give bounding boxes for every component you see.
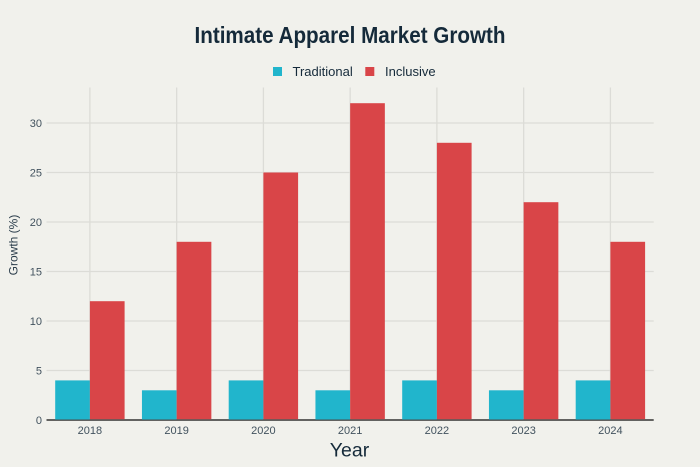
svg-text:25: 25 <box>30 167 42 179</box>
svg-text:Intimate Apparel Market Growth: Intimate Apparel Market Growth <box>195 22 506 48</box>
svg-text:0: 0 <box>36 415 42 427</box>
svg-text:Year: Year <box>330 440 370 462</box>
svg-text:2021: 2021 <box>338 425 362 437</box>
svg-text:2022: 2022 <box>425 425 449 437</box>
svg-text:15: 15 <box>30 266 42 278</box>
svg-text:Traditional: Traditional <box>293 64 353 79</box>
svg-text:2018: 2018 <box>78 425 102 437</box>
svg-text:2024: 2024 <box>598 425 622 437</box>
svg-text:5: 5 <box>36 365 42 377</box>
svg-text:20: 20 <box>30 217 42 229</box>
svg-text:2019: 2019 <box>164 425 188 437</box>
svg-text:Growth (%): Growth (%) <box>7 215 21 276</box>
svg-text:2023: 2023 <box>511 425 535 437</box>
svg-text:10: 10 <box>30 316 42 328</box>
svg-text:2020: 2020 <box>251 425 275 437</box>
svg-text:30: 30 <box>30 118 42 130</box>
svg-text:Inclusive: Inclusive <box>385 64 436 79</box>
